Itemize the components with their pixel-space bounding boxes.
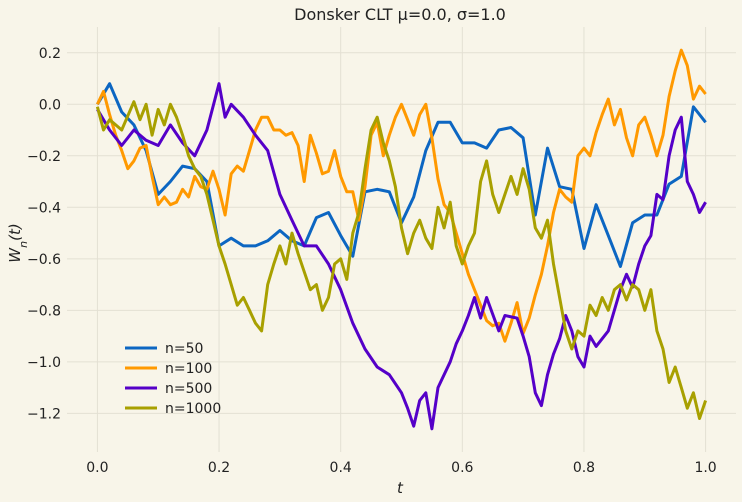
y-tick-label: −1.0 — [27, 355, 61, 371]
y-tick-label: −0.4 — [27, 200, 61, 216]
y-tick-label: −1.2 — [27, 406, 61, 422]
x-axis-label: t — [397, 479, 404, 497]
y-tick-label: −0.8 — [27, 303, 61, 319]
y-tick-label: 0.0 — [39, 97, 61, 113]
series-line-n-1000 — [95, 100, 708, 420]
x-tick-labels: 0.0 0.2 0.4 0.6 0.8 1.0 — [86, 460, 716, 476]
y-tick-labels: −1.2 −1.0 −0.8 −0.6 −0.4 −0.2 0.0 0.2 — [27, 46, 61, 423]
x-tick-label: 0.6 — [451, 460, 473, 476]
legend-label: n=50 — [165, 341, 203, 357]
legend: n=50 n=100 n=500 n=1000 — [125, 341, 221, 417]
x-tick-label: 0.8 — [573, 460, 595, 476]
series-line-n-100 — [96, 48, 707, 343]
x-tick-label: 0.4 — [330, 460, 352, 476]
y-tick-label: 0.2 — [39, 46, 61, 62]
chart-title: Donsker CLT μ=0.0, σ=1.0 — [294, 5, 506, 24]
y-axis-label: Wn(t) — [6, 223, 30, 262]
legend-label: n=1000 — [165, 401, 221, 417]
series-layer — [95, 48, 708, 431]
x-tick-label: 0.0 — [86, 460, 108, 476]
x-tick-label: 1.0 — [694, 460, 716, 476]
x-tick-label: 0.2 — [208, 460, 230, 476]
y-tick-label: −0.6 — [27, 252, 61, 268]
series-line-n-500 — [96, 82, 707, 431]
legend-label: n=500 — [165, 381, 212, 397]
y-tick-label: −0.2 — [27, 149, 61, 165]
legend-label: n=100 — [165, 361, 212, 377]
